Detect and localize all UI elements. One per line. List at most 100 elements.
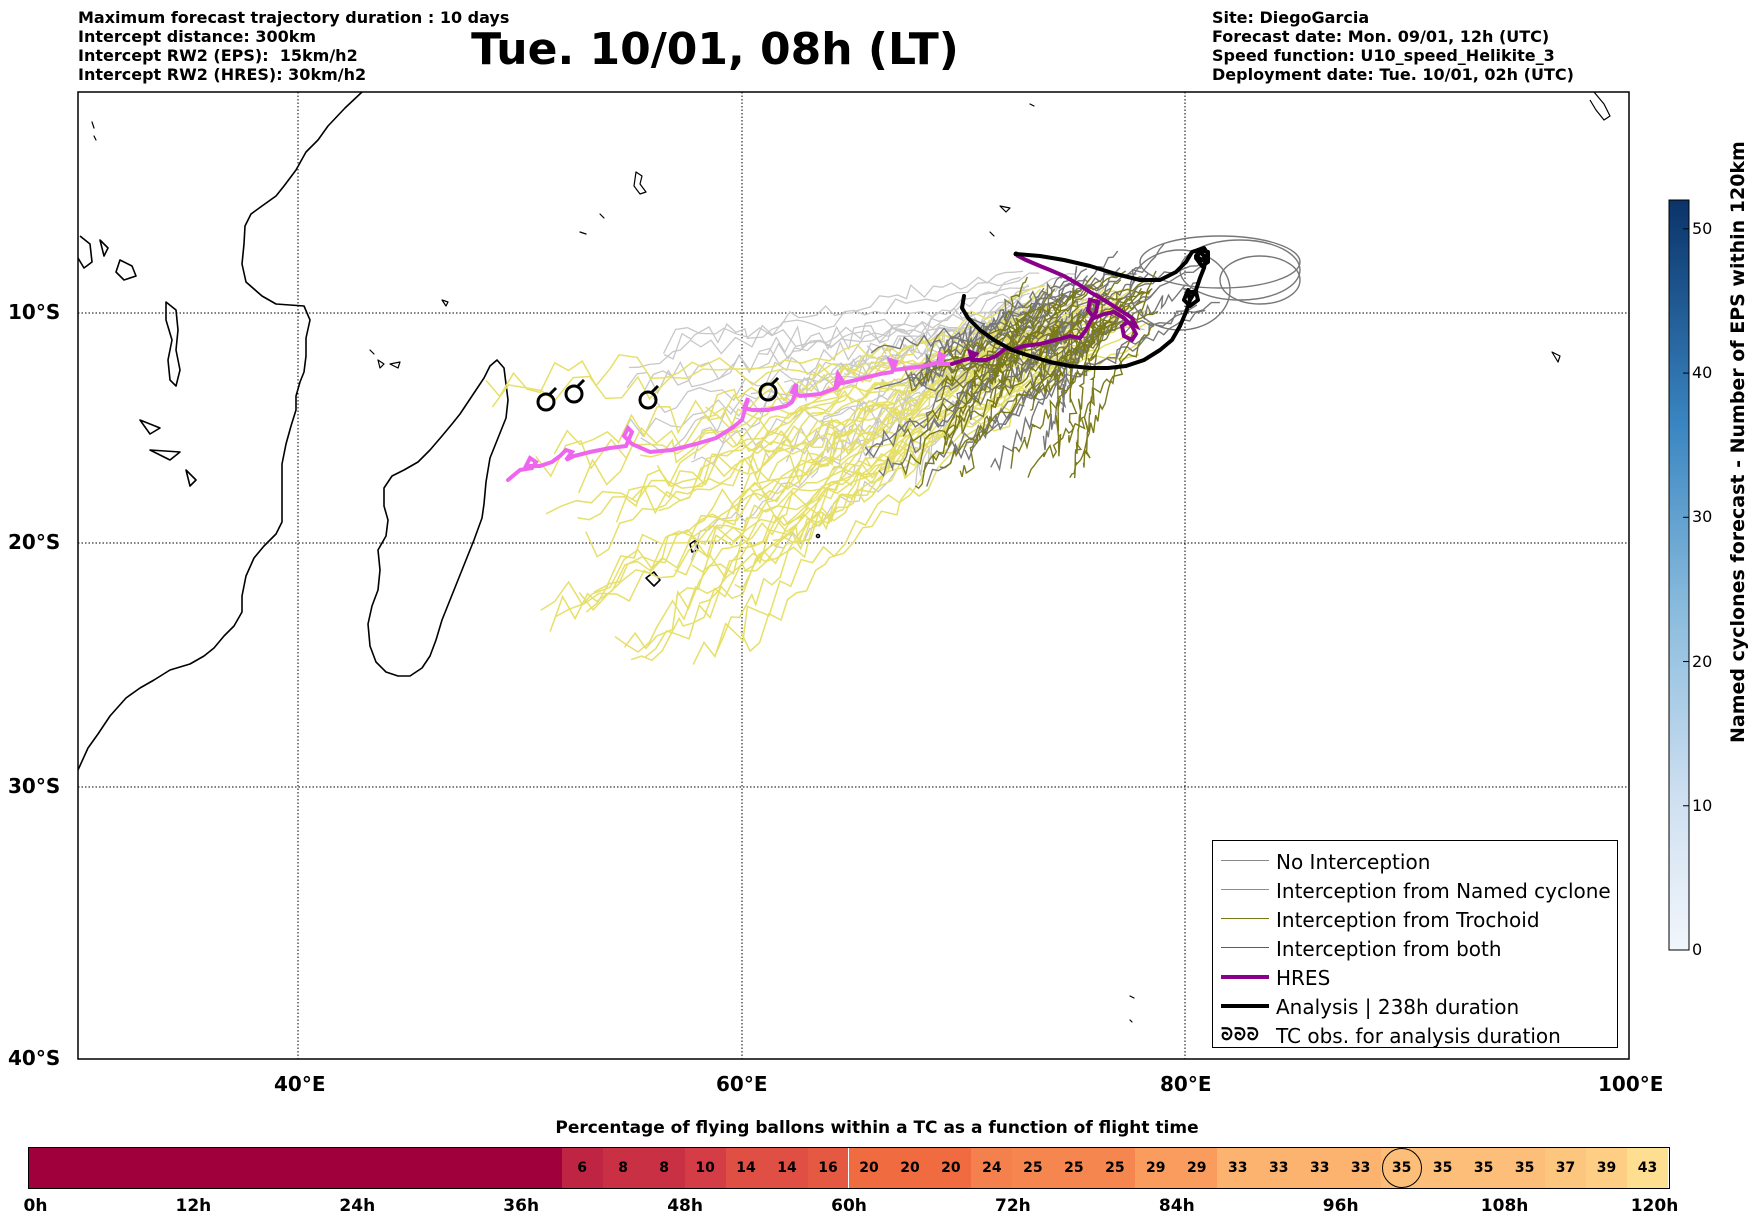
trajectory-line xyxy=(1069,270,1157,478)
trajectory-line xyxy=(917,287,1111,387)
trajectory-line xyxy=(640,322,1070,464)
bar-cell: 35 xyxy=(1381,1148,1423,1188)
map-frame xyxy=(77,91,1630,1060)
cyclone-icon xyxy=(758,376,780,402)
bar-cell: 24 xyxy=(971,1148,1013,1188)
bar-cell: 33 xyxy=(1258,1148,1300,1188)
colorbar xyxy=(1668,199,1690,951)
trajectory-line xyxy=(1049,328,1064,457)
legend: No Interception Interception from Named c… xyxy=(1212,840,1618,1048)
legend-item: No Interception xyxy=(1213,847,1617,876)
lat-label: 40°S xyxy=(8,1046,61,1070)
bar-cell: 10 xyxy=(684,1148,726,1188)
trajectory-line xyxy=(902,275,1089,383)
cyclone-icon xyxy=(536,386,558,412)
legend-label: Interception from Trochoid xyxy=(1276,908,1540,932)
colorbar-tick-label: 40 xyxy=(1692,363,1713,383)
bar-cell: 33 xyxy=(1299,1148,1341,1188)
trajectory-line xyxy=(1010,324,1118,469)
colorbar-tick-label: 10 xyxy=(1692,795,1713,815)
trajectory-line xyxy=(990,302,1034,384)
legend-label: HRES xyxy=(1276,966,1331,990)
lon-label: 100°E xyxy=(1598,1072,1664,1096)
lon-label: 60°E xyxy=(716,1072,768,1096)
colorbar-tick-label: 20 xyxy=(1692,651,1713,671)
bar-cell: 20 xyxy=(930,1148,972,1188)
time-label: 84h xyxy=(1158,1196,1195,1216)
bar-cell: 20 xyxy=(848,1148,890,1188)
lon-label: 40°E xyxy=(274,1072,326,1096)
bottom-bar-title: Percentage of flying ballons within a TC… xyxy=(555,1118,1199,1138)
trajectory-line xyxy=(870,272,1137,354)
trajectory-line xyxy=(615,302,1125,523)
ensemble-trajectories-no-interception xyxy=(864,235,1301,487)
map-title: Tue. 10/01, 08h (LT) xyxy=(0,22,1754,78)
trajectory-line xyxy=(1024,287,1142,392)
madagascar-outline xyxy=(367,359,509,677)
legend-item: HRES xyxy=(1213,963,1617,992)
bar-cell: 8 xyxy=(602,1148,644,1188)
bar-cell: 8 xyxy=(643,1148,685,1188)
bar-cell: 6 xyxy=(561,1148,603,1188)
time-label: 36h xyxy=(503,1196,540,1216)
header-line: Intercept distance: 300km xyxy=(78,27,317,46)
tc-observations xyxy=(536,376,780,412)
colorbar-ticks xyxy=(1683,228,1689,951)
legend-item: Interception from both xyxy=(1213,934,1617,963)
header-line: Speed function: U10_speed_Helikite_3 xyxy=(1212,46,1555,65)
trajectory-line xyxy=(914,288,1056,490)
time-label: 24h xyxy=(339,1196,376,1216)
time-label: 48h xyxy=(667,1196,703,1216)
time-label: 96h xyxy=(1322,1196,1359,1216)
tc-percentage-bar: 6 8 8 10 14 14 16 20 20 20 24 25 25 25 29 29 33 33 33 33 35 3… xyxy=(28,1147,1670,1189)
bar-cell: 35 xyxy=(1504,1148,1546,1188)
trajectory-line xyxy=(864,265,1203,459)
bar-cell: 25 xyxy=(1094,1148,1136,1188)
lat-label: 30°S xyxy=(8,774,61,798)
bar-cell: 14 xyxy=(766,1148,808,1188)
legend-item: Interception from Named cyclone xyxy=(1213,876,1617,905)
trajectory-line xyxy=(614,353,1076,653)
africa-coastline xyxy=(78,92,363,771)
bar-cell: 39 xyxy=(1586,1148,1628,1188)
trajectory-line xyxy=(485,331,1036,398)
header-right: Site: DiegoGarcia Forecast date: Mon. 09… xyxy=(1212,8,1574,84)
legend-label: Analysis | 238h duration xyxy=(1276,995,1520,1019)
legend-item: Interception from Trochoid xyxy=(1213,905,1617,934)
trajectory-line xyxy=(920,267,1121,388)
legend-swatch xyxy=(1221,975,1269,979)
trajectory-line xyxy=(900,275,1094,477)
legend-item: ᘐᘐᘐ TC obs. for analysis duration xyxy=(1213,1021,1617,1050)
trajectory-line xyxy=(939,270,1127,369)
header-line: Maximum forecast trajectory duration : 1… xyxy=(78,8,510,27)
legend-label: TC obs. for analysis duration xyxy=(1276,1024,1561,1048)
analysis-trajectory xyxy=(960,246,1210,370)
colorbar-tick-label: 0 xyxy=(1692,940,1703,959)
trajectory-loop xyxy=(1139,235,1301,289)
colorbar-title: Named cyclones forecast - Number of EPS … xyxy=(1727,141,1749,743)
header-left: Maximum forecast trajectory duration : 1… xyxy=(78,8,509,84)
cyclone-icon xyxy=(564,378,586,404)
header-line: Intercept RW2 (HRES): 30km/h2 xyxy=(78,65,367,84)
bar-cell: 43 xyxy=(1627,1148,1668,1188)
trajectory-line xyxy=(643,285,1030,393)
trajectory-loop xyxy=(1129,249,1231,331)
map-area xyxy=(78,92,1629,1059)
legend-swatch xyxy=(1221,889,1269,891)
cyclone-icon: ᘐᘐᘐ xyxy=(1221,1025,1260,1045)
map-title-text: Tue. 10/01, 08h (LT) xyxy=(471,24,959,75)
legend-label: Interception from both xyxy=(1276,937,1502,961)
bar-cell: 25 xyxy=(1012,1148,1054,1188)
trajectory-line xyxy=(628,272,1040,369)
trajectory-loop xyxy=(1219,255,1301,305)
bar-cell: 33 xyxy=(1217,1148,1259,1188)
time-label: 108h xyxy=(1480,1196,1529,1216)
time-label: 12h xyxy=(175,1196,212,1216)
bar-cell: 20 xyxy=(889,1148,931,1188)
colorbar-tick-label: 30 xyxy=(1692,507,1713,527)
legend-item: Analysis | 238h duration xyxy=(1213,992,1617,1021)
header-line: Forecast date: Mon. 09/01, 12h (UTC) xyxy=(1212,27,1550,46)
lat-label: 20°S xyxy=(8,530,61,554)
bar-cell: 35 xyxy=(1422,1148,1464,1188)
